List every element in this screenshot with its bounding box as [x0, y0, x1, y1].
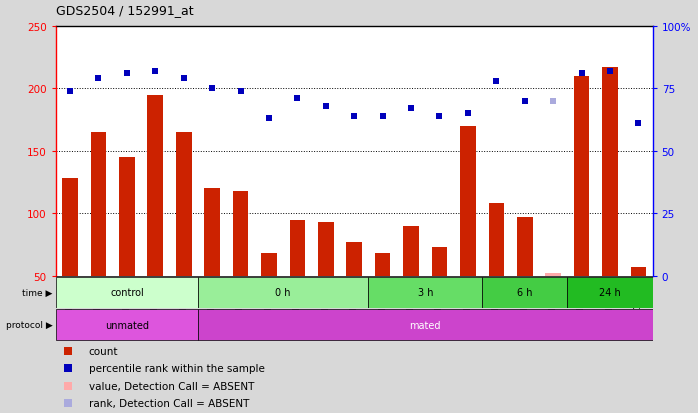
Bar: [198, 309, 653, 340]
Bar: [176, 133, 191, 276]
Text: 0 h: 0 h: [276, 287, 291, 297]
Bar: [630, 268, 646, 276]
Bar: [62, 179, 78, 276]
Bar: [489, 204, 504, 276]
Text: 24 h: 24 h: [599, 287, 621, 297]
Bar: [517, 218, 533, 276]
Bar: [119, 158, 135, 276]
Bar: [232, 192, 248, 276]
Text: 3 h: 3 h: [417, 287, 433, 297]
Text: count: count: [89, 346, 118, 356]
Bar: [375, 254, 390, 276]
Text: protocol ▶: protocol ▶: [6, 320, 53, 330]
Text: control: control: [110, 287, 144, 297]
Bar: [545, 274, 561, 276]
Text: 6 h: 6 h: [517, 287, 533, 297]
Bar: [318, 223, 334, 276]
Text: rank, Detection Call = ABSENT: rank, Detection Call = ABSENT: [89, 398, 249, 408]
Bar: [91, 133, 106, 276]
Bar: [369, 277, 482, 308]
Bar: [431, 247, 447, 276]
Text: percentile rank within the sample: percentile rank within the sample: [89, 363, 265, 373]
Bar: [482, 277, 567, 308]
Text: mated: mated: [410, 320, 441, 330]
Text: unmated: unmated: [105, 320, 149, 330]
Bar: [290, 220, 305, 276]
Bar: [147, 95, 163, 276]
Bar: [56, 309, 198, 340]
Bar: [56, 277, 198, 308]
Text: time ▶: time ▶: [22, 288, 53, 297]
Bar: [574, 77, 589, 276]
Bar: [198, 277, 369, 308]
Text: GDS2504 / 152991_at: GDS2504 / 152991_at: [56, 4, 193, 17]
Bar: [403, 226, 419, 276]
Bar: [261, 254, 277, 276]
Bar: [567, 277, 653, 308]
Text: value, Detection Call = ABSENT: value, Detection Call = ABSENT: [89, 381, 254, 391]
Bar: [205, 189, 220, 276]
Bar: [346, 242, 362, 276]
Bar: [602, 68, 618, 276]
Bar: [460, 127, 476, 276]
